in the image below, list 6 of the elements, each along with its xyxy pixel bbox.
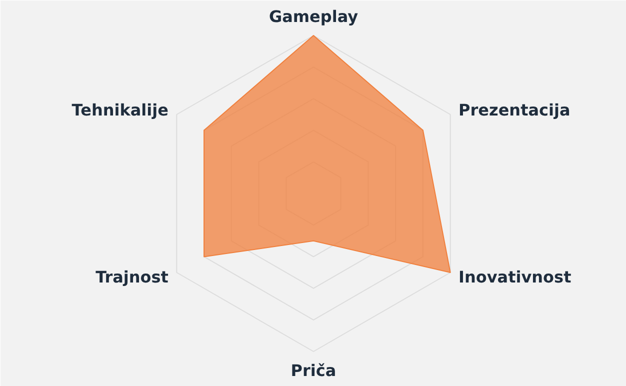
spoke-label: Gameplay bbox=[268, 7, 359, 26]
spoke-label: Inovativnost bbox=[458, 268, 572, 287]
spoke-label: Priča bbox=[290, 360, 336, 380]
spoke-label: Prezentacija bbox=[458, 100, 570, 120]
spoke-label: Trajnost bbox=[96, 268, 169, 287]
spoke-label: Tehnikalije bbox=[72, 100, 169, 120]
